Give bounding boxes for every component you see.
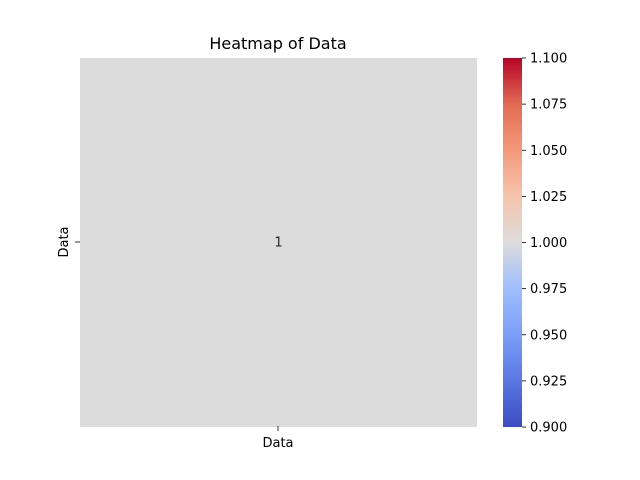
colorbar-tick-label: 0.975 bbox=[530, 282, 567, 297]
colorbar-tick-label: 1.000 bbox=[530, 236, 567, 251]
colorbar-tick-label: 1.050 bbox=[530, 144, 567, 159]
y-tick-label: Data bbox=[57, 226, 72, 257]
colorbar-tick-label: 1.100 bbox=[530, 52, 567, 67]
colorbar-tick-label: 0.925 bbox=[530, 374, 567, 389]
colorbar bbox=[503, 58, 522, 427]
colorbar-ticks: 0.900 0.925 0.950 0.975 1.000 1.025 1.050 1.075… bbox=[522, 52, 567, 436]
chart-title: Heatmap of Data bbox=[209, 34, 346, 53]
x-tick-label: Data bbox=[262, 436, 293, 451]
colorbar-tick-label: 0.950 bbox=[530, 328, 567, 343]
colorbar-tick-label: 1.025 bbox=[530, 190, 567, 205]
heatmap-annotations: 1 bbox=[274, 236, 282, 251]
colorbar-tick-label: 0.900 bbox=[530, 421, 567, 436]
heatmap-cells bbox=[80, 58, 477, 427]
cell-annotation: 1 bbox=[274, 236, 282, 251]
colorbar-tick-label: 1.075 bbox=[530, 98, 567, 113]
heatmap-cell bbox=[80, 58, 477, 427]
